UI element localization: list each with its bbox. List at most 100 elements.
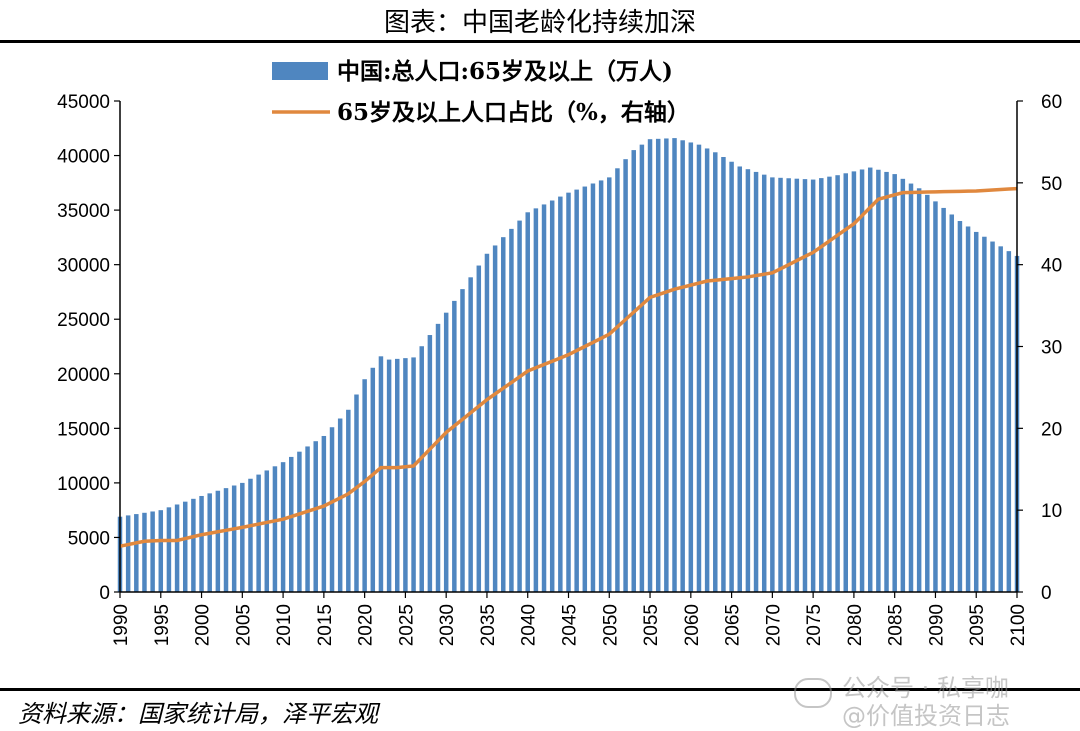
- legend-bar-label: 中国:总人口:65岁及以上（万人): [337, 58, 673, 85]
- bar-2088: [916, 188, 922, 593]
- bar-2024: [395, 358, 400, 592]
- y-left-tick-label: 40000: [57, 147, 110, 168]
- bar-series: [117, 138, 1020, 593]
- bar-2056: [655, 138, 661, 592]
- watermark-line-1: 公众号 · 私享咖: [842, 674, 1009, 702]
- x-tick-label: 2035: [478, 604, 499, 646]
- x-tick-label: 2100: [1008, 604, 1029, 646]
- bar-2096: [982, 236, 987, 593]
- bar-1998: [182, 501, 188, 592]
- bar-2037: [501, 237, 506, 593]
- bar-2060: [688, 142, 694, 592]
- bar-2045: [566, 192, 571, 592]
- bar-2039: [517, 220, 522, 592]
- bar-2014: [313, 441, 318, 592]
- bar-2061: [696, 144, 702, 592]
- x-tick-label: 2040: [519, 604, 540, 646]
- y-left-tick-label: 20000: [57, 365, 110, 386]
- y-left-tick-label: 30000: [57, 256, 110, 277]
- y-right-tick-label: 30: [1041, 338, 1062, 359]
- bar-2085: [892, 174, 897, 592]
- bar-2004: [231, 485, 237, 592]
- bar-2052: [623, 159, 628, 592]
- bar-2080: [851, 171, 857, 592]
- bar-2076: [819, 178, 824, 593]
- x-tick-label: 1990: [111, 604, 132, 646]
- bar-2090: [933, 201, 938, 592]
- y-right-tick-label: 10: [1041, 501, 1062, 522]
- bar-2040: [525, 212, 530, 593]
- bar-2017: [337, 418, 343, 592]
- bar-1994: [150, 511, 155, 592]
- bar-2007: [256, 474, 261, 592]
- bar-2081: [859, 169, 865, 592]
- x-tick-label: 2095: [967, 604, 988, 646]
- bar-2073: [794, 178, 800, 592]
- bar-2036: [492, 245, 498, 592]
- x-tick-label: 2030: [437, 604, 458, 646]
- bar-2021: [370, 367, 376, 592]
- bar-1999: [191, 498, 196, 592]
- bar-2049: [598, 180, 604, 592]
- y-right-tick-label: 20: [1041, 419, 1062, 440]
- bar-2050: [607, 177, 612, 592]
- x-tick-label: 2020: [356, 604, 377, 646]
- legend-bar-swatch: [272, 62, 328, 80]
- bar-2018: [346, 409, 351, 592]
- x-tick-label: 2060: [682, 604, 703, 646]
- bar-2035: [484, 253, 490, 592]
- bar-2029: [435, 323, 441, 592]
- y-left-tick-label: 0: [99, 583, 110, 604]
- axes: 0500010000150002000025000300003500040000…: [57, 92, 1062, 646]
- bar-2033: [468, 277, 473, 592]
- bar-2043: [549, 200, 555, 592]
- bar-2000: [199, 495, 204, 592]
- bar-2032: [460, 289, 465, 592]
- bar-2065: [729, 161, 734, 593]
- bar-2030: [443, 312, 449, 592]
- legend-line-label: 65岁及以上人口占比（%，右轴）: [337, 99, 690, 126]
- bar-2077: [827, 176, 832, 592]
- bar-2041: [533, 208, 539, 592]
- y-left-tick-label: 10000: [57, 474, 110, 495]
- x-tick-label: 2010: [274, 604, 295, 646]
- bar-2063: [713, 152, 718, 592]
- top-rule: [0, 40, 1080, 43]
- bar-2028: [427, 335, 433, 592]
- bar-2079: [843, 173, 848, 593]
- bar-2011: [289, 456, 294, 592]
- bar-2023: [386, 359, 392, 592]
- bar-2026: [411, 357, 416, 592]
- bar-2071: [778, 177, 783, 592]
- bar-2070: [770, 177, 775, 592]
- bar-2091: [941, 207, 946, 592]
- bar-2054: [639, 144, 645, 592]
- bar-2058: [672, 138, 677, 592]
- y-right-tick-label: 40: [1041, 256, 1062, 277]
- bar-2016: [329, 427, 335, 592]
- bar-2042: [541, 204, 547, 592]
- bar-2066: [737, 166, 742, 592]
- bar-2083: [876, 169, 881, 593]
- bar-2092: [949, 214, 955, 593]
- x-tick-label: 1995: [152, 604, 173, 646]
- bar-2027: [419, 346, 424, 592]
- bar-1992: [134, 514, 139, 592]
- wechat-icon: [794, 678, 832, 708]
- bar-2082: [867, 167, 873, 592]
- y-left-tick-label: 15000: [57, 419, 110, 440]
- bar-2008: [264, 470, 270, 592]
- bar-2003: [223, 488, 229, 592]
- bar-1997: [174, 504, 180, 592]
- bar-2025: [403, 358, 408, 592]
- x-tick-label: 2090: [926, 604, 947, 646]
- bar-2075: [810, 179, 816, 592]
- bar-2006: [248, 478, 253, 592]
- bar-1993: [142, 512, 147, 592]
- y-left-tick-label: 5000: [68, 528, 110, 549]
- bar-2086: [900, 178, 906, 592]
- bar-2068: [753, 171, 759, 593]
- bottom-rule: [0, 688, 1080, 691]
- bar-2048: [590, 183, 596, 593]
